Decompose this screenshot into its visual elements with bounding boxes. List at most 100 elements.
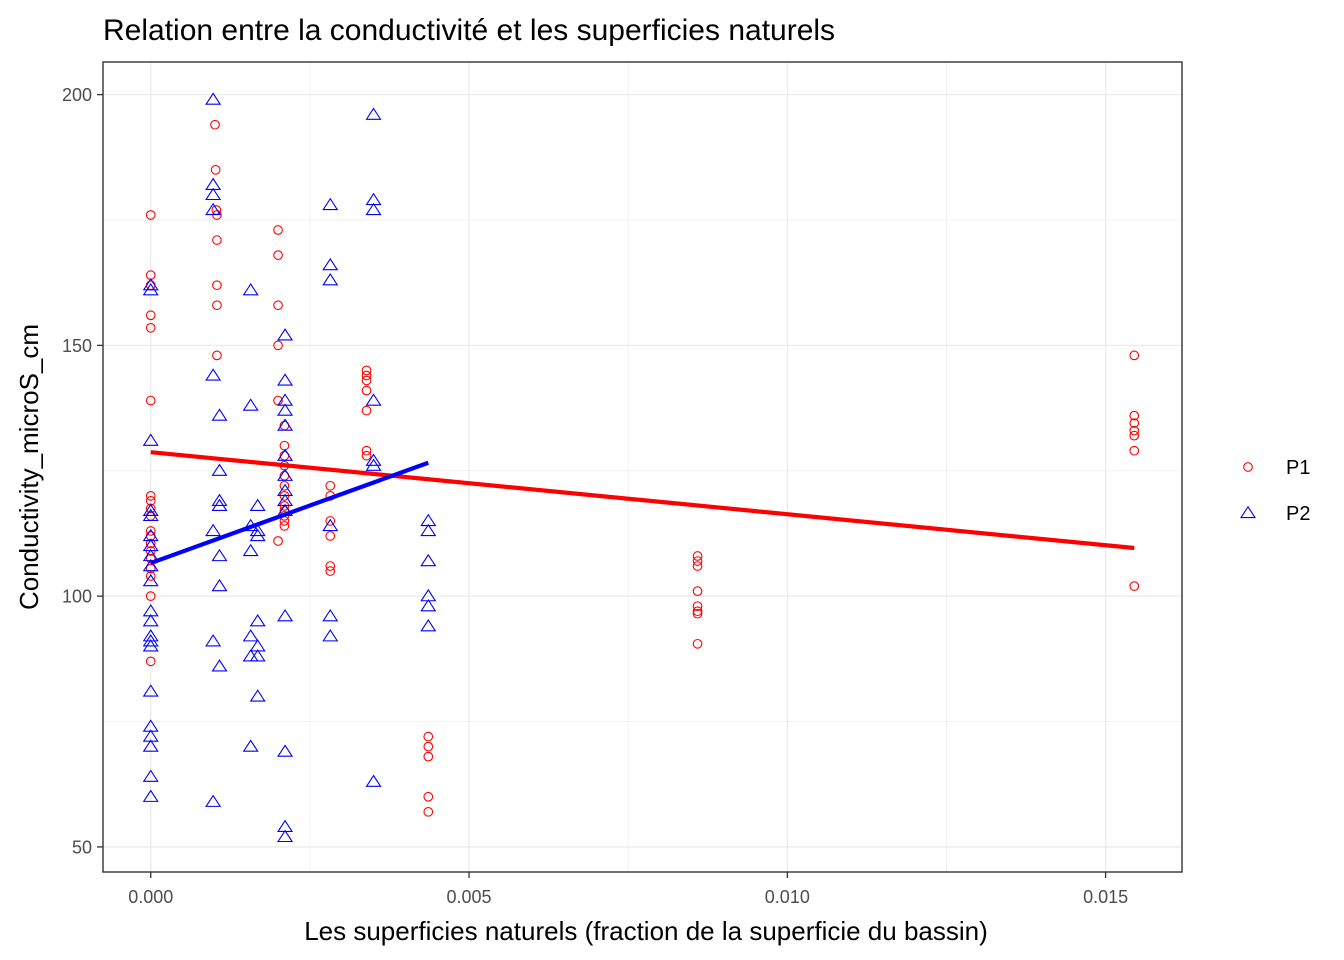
x-axis-ticks: 0.000 0.005 0.010 0.015 bbox=[128, 872, 1128, 907]
point-p1 bbox=[145, 571, 156, 581]
y-tick-label: 200 bbox=[62, 85, 92, 105]
x-tick-label: 0.015 bbox=[1083, 887, 1128, 907]
y-tick-label: 50 bbox=[72, 837, 92, 857]
point-p1 bbox=[692, 586, 703, 596]
point-p2 bbox=[249, 528, 266, 542]
point-p1 bbox=[145, 563, 156, 574]
point-p2 bbox=[322, 518, 339, 532]
point-p2 bbox=[142, 433, 159, 446]
x-axis-title: Les superficies naturels (fraction de la… bbox=[304, 916, 988, 946]
point-p2 bbox=[142, 277, 159, 291]
point-p1 bbox=[212, 280, 222, 291]
x-tick-label: 0.000 bbox=[128, 887, 173, 907]
point-p2 bbox=[420, 523, 437, 537]
point-p1 bbox=[325, 480, 336, 491]
point-p2 bbox=[249, 614, 266, 627]
point-p2 bbox=[322, 272, 339, 286]
point-p1 bbox=[423, 791, 434, 802]
point-p2 bbox=[420, 598, 437, 612]
point-p1 bbox=[145, 591, 156, 601]
point-p2 bbox=[211, 548, 228, 562]
point-p2 bbox=[242, 282, 259, 296]
point-p1 bbox=[423, 806, 434, 817]
point-p1 bbox=[692, 556, 703, 566]
point-p1 bbox=[361, 375, 372, 386]
point-p2 bbox=[205, 187, 222, 201]
point-p2 bbox=[322, 629, 339, 642]
point-p2 bbox=[249, 649, 266, 662]
grid-minor bbox=[103, 62, 1182, 872]
point-p1 bbox=[273, 536, 283, 546]
point-p2 bbox=[277, 448, 294, 461]
point-p1 bbox=[692, 601, 703, 612]
chart-title: Relation entre la conductivité et les su… bbox=[103, 14, 835, 47]
y-axis-ticks: 50 100 150 200 bbox=[62, 85, 103, 857]
point-p1 bbox=[210, 164, 221, 175]
point-p2 bbox=[142, 684, 159, 697]
point-p1 bbox=[361, 450, 372, 461]
point-p2 bbox=[211, 493, 228, 507]
point-p2 bbox=[277, 829, 294, 843]
grid-major bbox=[103, 62, 1182, 872]
y-tick-label: 150 bbox=[62, 336, 92, 356]
point-p2 bbox=[277, 744, 294, 757]
point-p2 bbox=[205, 92, 222, 105]
point-p2 bbox=[142, 573, 159, 587]
point-p1 bbox=[1129, 350, 1140, 361]
point-p2 bbox=[365, 458, 382, 471]
point-p1 bbox=[273, 300, 283, 311]
point-p1 bbox=[145, 656, 156, 667]
trend-line-p2 bbox=[150, 460, 430, 566]
point-p2 bbox=[277, 373, 294, 386]
point-p1 bbox=[145, 395, 156, 406]
point-p2 bbox=[205, 634, 222, 647]
point-p2 bbox=[211, 578, 228, 592]
point-p1 bbox=[361, 405, 372, 416]
point-p1 bbox=[212, 235, 222, 245]
point-p1 bbox=[273, 225, 283, 235]
legend-key-p2 bbox=[1239, 505, 1257, 519]
point-p2 bbox=[420, 619, 437, 632]
point-p1 bbox=[1129, 410, 1140, 421]
point-p2 bbox=[242, 629, 259, 642]
point-p2 bbox=[420, 553, 437, 567]
point-p1 bbox=[279, 480, 290, 491]
point-p1 bbox=[145, 310, 156, 321]
point-p1 bbox=[692, 638, 703, 649]
point-p1 bbox=[1129, 430, 1140, 441]
point-p2 bbox=[242, 739, 259, 752]
point-p1 bbox=[212, 300, 222, 311]
point-p2 bbox=[211, 498, 228, 512]
point-p1 bbox=[692, 551, 703, 561]
point-p2 bbox=[142, 789, 159, 802]
point-p2 bbox=[242, 543, 259, 557]
point-p1 bbox=[279, 440, 290, 451]
point-p1 bbox=[325, 566, 336, 576]
point-p2 bbox=[365, 107, 382, 120]
trend-line-p1 bbox=[150, 450, 1135, 551]
point-p2 bbox=[142, 614, 159, 627]
point-p1 bbox=[423, 741, 434, 752]
point-p1 bbox=[423, 731, 434, 742]
point-p2 bbox=[142, 634, 159, 647]
point-p2 bbox=[211, 659, 228, 672]
point-p1 bbox=[145, 526, 156, 536]
point-p1 bbox=[1129, 425, 1140, 436]
point-p1 bbox=[325, 561, 336, 571]
point-p2 bbox=[205, 523, 222, 537]
point-p2 bbox=[242, 649, 259, 662]
point-p2 bbox=[211, 463, 228, 476]
point-p2 bbox=[205, 368, 222, 381]
point-p1 bbox=[273, 250, 283, 260]
point-p2 bbox=[142, 558, 159, 572]
point-p1 bbox=[145, 210, 156, 220]
y-axis-title: Conductivity_microS_cm bbox=[14, 324, 44, 610]
point-p2 bbox=[142, 508, 159, 522]
trend-lines bbox=[150, 450, 1135, 566]
point-p1 bbox=[692, 561, 703, 571]
legend-item-p1: P1 bbox=[1243, 457, 1310, 479]
y-tick-label: 100 bbox=[62, 587, 92, 607]
data-points bbox=[142, 92, 1140, 843]
point-p1 bbox=[210, 119, 220, 130]
point-p2 bbox=[277, 328, 294, 341]
